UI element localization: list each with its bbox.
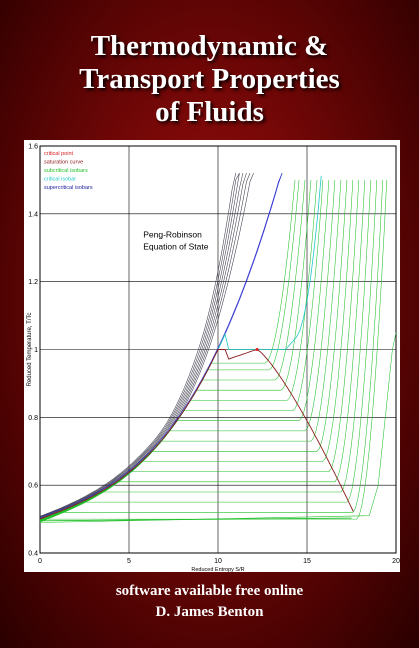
subcritical-isobar [39,332,397,523]
ts-diagram-svg: 0 5 10 15 20 0.4 0.6 0.8 1 1.2 1.4 1.6 Reduced Entro… [27,144,400,574]
x-tick-label: 5 [127,558,131,565]
x-tick-label: 15 [303,558,311,565]
subcritical-isobar [40,179,387,520]
author: D. James Benton [155,604,264,620]
supercritical-isobar [39,173,237,517]
legend-entry: critical point [44,151,74,157]
ts-diagram: 0 5 10 15 20 0.4 0.6 0.8 1 1.2 1.4 1.6 Reduced Entro… [24,140,400,574]
y-axis-label: Reduced Temperature, T/Tc [27,313,33,387]
x-tick-label: 0 [38,558,42,565]
title-line-1: Thermodynamic & [90,30,329,62]
legend-entry: critical isobar [44,177,76,183]
supercritical-isobar [39,173,240,518]
supercritical-isobar [39,172,283,518]
tagline: software available free online [115,583,304,599]
supercritical-isobar [39,172,251,519]
supercritical-isobar [39,173,247,519]
y-tick-label: 0.4 [28,551,38,558]
x-axis-label: Reduced Entropy S/R [191,567,244,572]
x-tick-label: 20 [392,558,400,565]
title-line-3: of Fluids [155,96,264,128]
legend-entry: subcritical isobars [44,168,88,174]
y-tick-label: 1.4 [28,211,38,218]
y-tick-label: 1.6 [28,144,38,151]
y-tick-label: 0.6 [28,483,38,490]
annotation-text: Equation of State [143,242,208,252]
critical-point-marker [255,348,259,351]
supercritical-isobar [39,172,240,517]
legend-entry: saturation curve [44,160,83,166]
legend-entry: supercritical isobars [44,185,93,191]
annotation-text: Peng-Robinson [143,230,202,240]
subcritical-isobar [39,179,296,523]
y-tick-label: 0.8 [28,415,38,422]
saturation-curve [39,349,354,520]
y-tick-label: 1.2 [28,279,38,286]
y-tick-label: 1 [34,347,38,354]
book-title: Thermodynamic & Transport Properties of … [0,30,419,129]
title-line-2: Transport Properties [79,63,340,95]
x-tick-label: 10 [214,558,222,565]
